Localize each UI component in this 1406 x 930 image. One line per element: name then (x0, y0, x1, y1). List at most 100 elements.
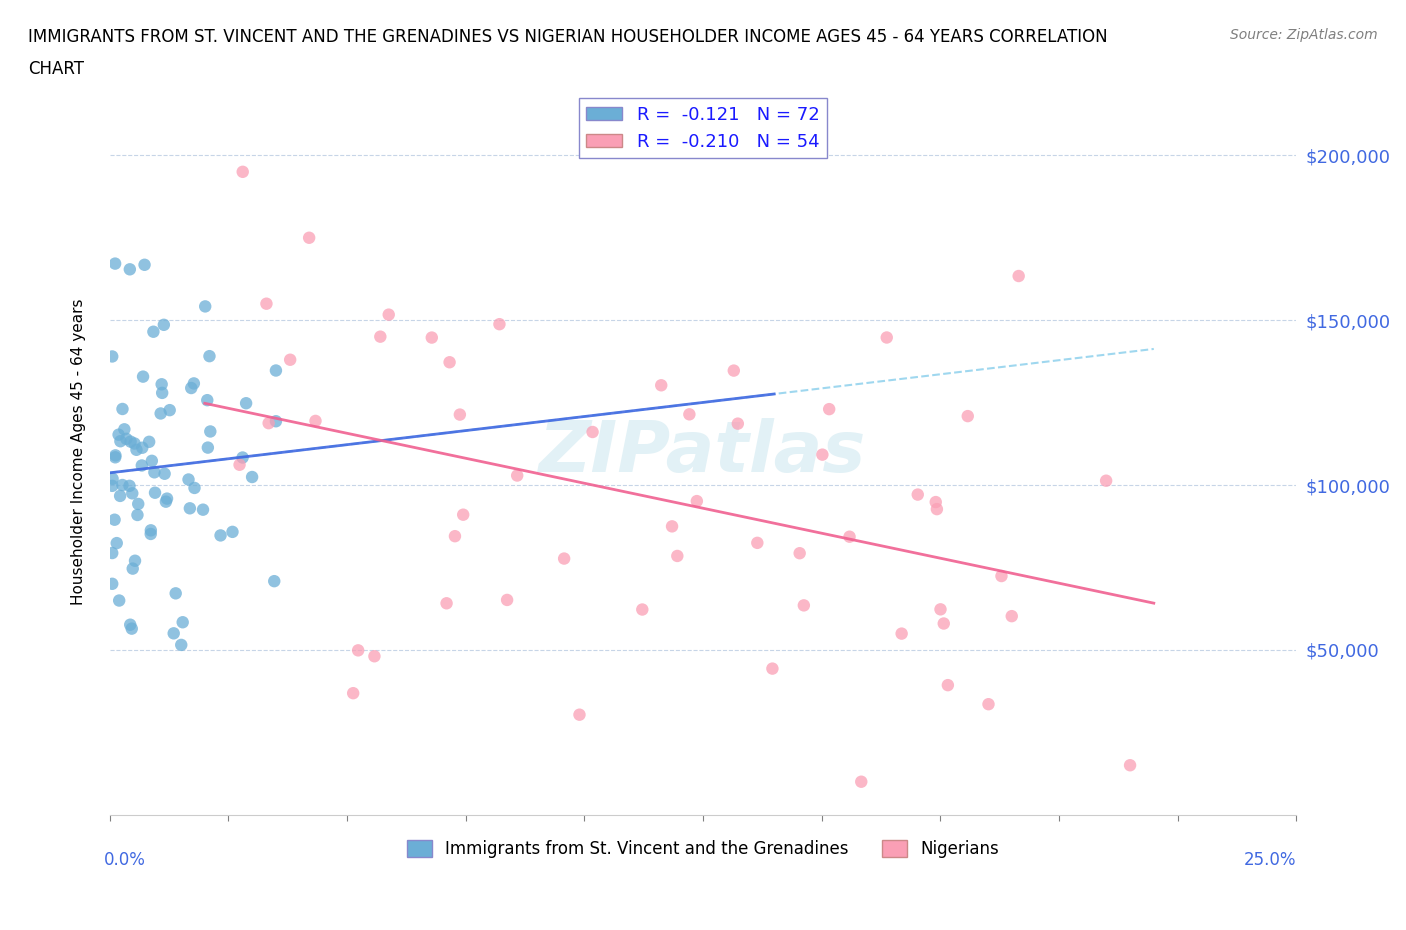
Point (747, 536, 769, 551)
Point (256, 297, 278, 312)
Point (240, 470, 263, 485)
Text: 25.0%: 25.0% (1244, 851, 1296, 869)
Point (506, 468, 529, 483)
Point (127, 497, 149, 512)
Point (121, 621, 143, 636)
Point (727, 417, 749, 432)
Point (1095, 473, 1118, 488)
Point (143, 485, 166, 500)
Text: 0.0%: 0.0% (104, 851, 146, 869)
Point (444, 529, 467, 544)
Point (156, 491, 179, 506)
Point (876, 330, 898, 345)
Point (101, 546, 124, 561)
Point (131, 458, 153, 473)
Point (977, 697, 1000, 711)
Point (936, 678, 959, 693)
Point (138, 434, 160, 449)
Point (723, 363, 745, 378)
Point (124, 436, 146, 451)
Point (451, 507, 474, 522)
Point (257, 416, 280, 431)
Point (101, 349, 124, 364)
Text: CHART: CHART (28, 60, 84, 78)
Point (678, 407, 700, 422)
Point (104, 450, 127, 465)
Point (159, 403, 181, 418)
Point (496, 592, 519, 607)
Point (153, 317, 176, 332)
Point (304, 414, 326, 429)
Point (170, 637, 193, 652)
Point (932, 616, 955, 631)
Point (111, 402, 134, 417)
Point (127, 508, 149, 523)
Point (793, 598, 815, 613)
Point (132, 369, 155, 384)
Point (183, 481, 205, 496)
Point (134, 258, 156, 272)
Point (631, 602, 654, 617)
Point (363, 649, 385, 664)
Point (347, 643, 370, 658)
Point (120, 618, 142, 632)
Point (179, 501, 201, 516)
Point (104, 256, 127, 271)
Point (420, 330, 443, 345)
Text: Source: ZipAtlas.com: Source: ZipAtlas.com (1230, 28, 1378, 42)
Point (298, 231, 321, 246)
Point (929, 602, 952, 617)
Point (686, 494, 709, 509)
Point (232, 165, 254, 179)
Point (925, 501, 948, 516)
Point (235, 396, 257, 411)
Point (568, 707, 591, 722)
Point (436, 596, 458, 611)
Point (101, 577, 124, 591)
Point (125, 443, 148, 458)
Text: ZIPatlas: ZIPatlas (540, 418, 866, 486)
Point (139, 523, 162, 538)
Point (139, 526, 162, 541)
Point (115, 432, 138, 446)
Point (121, 561, 143, 576)
Point (150, 385, 173, 400)
Point (990, 568, 1012, 583)
Point (104, 448, 127, 463)
Point (449, 407, 471, 422)
Point (666, 549, 689, 564)
Point (191, 502, 214, 517)
Point (890, 626, 912, 641)
Point (342, 685, 364, 700)
Point (101, 478, 124, 493)
Point (103, 512, 125, 527)
Point (650, 378, 672, 392)
Point (1001, 609, 1024, 624)
Point (200, 424, 222, 439)
Y-axis label: Householder Income Ages 45 - 64 years: Householder Income Ages 45 - 64 years (72, 299, 86, 605)
Point (108, 488, 131, 503)
Point (553, 551, 575, 566)
Point (907, 487, 929, 502)
Point (811, 447, 834, 462)
Point (118, 478, 141, 493)
Point (956, 408, 979, 423)
Point (370, 329, 392, 344)
Point (761, 661, 783, 676)
Point (150, 377, 173, 392)
Point (183, 376, 205, 391)
Point (120, 434, 142, 449)
Point (197, 440, 219, 455)
Point (108, 593, 131, 608)
Point (264, 363, 287, 378)
Point (195, 392, 218, 407)
Point (163, 626, 186, 641)
Point (264, 414, 287, 429)
Point (209, 528, 232, 543)
Point (155, 494, 177, 509)
Point (111, 478, 134, 493)
Point (925, 495, 948, 510)
Point (124, 553, 146, 568)
Point (172, 615, 194, 630)
Point (1008, 269, 1031, 284)
